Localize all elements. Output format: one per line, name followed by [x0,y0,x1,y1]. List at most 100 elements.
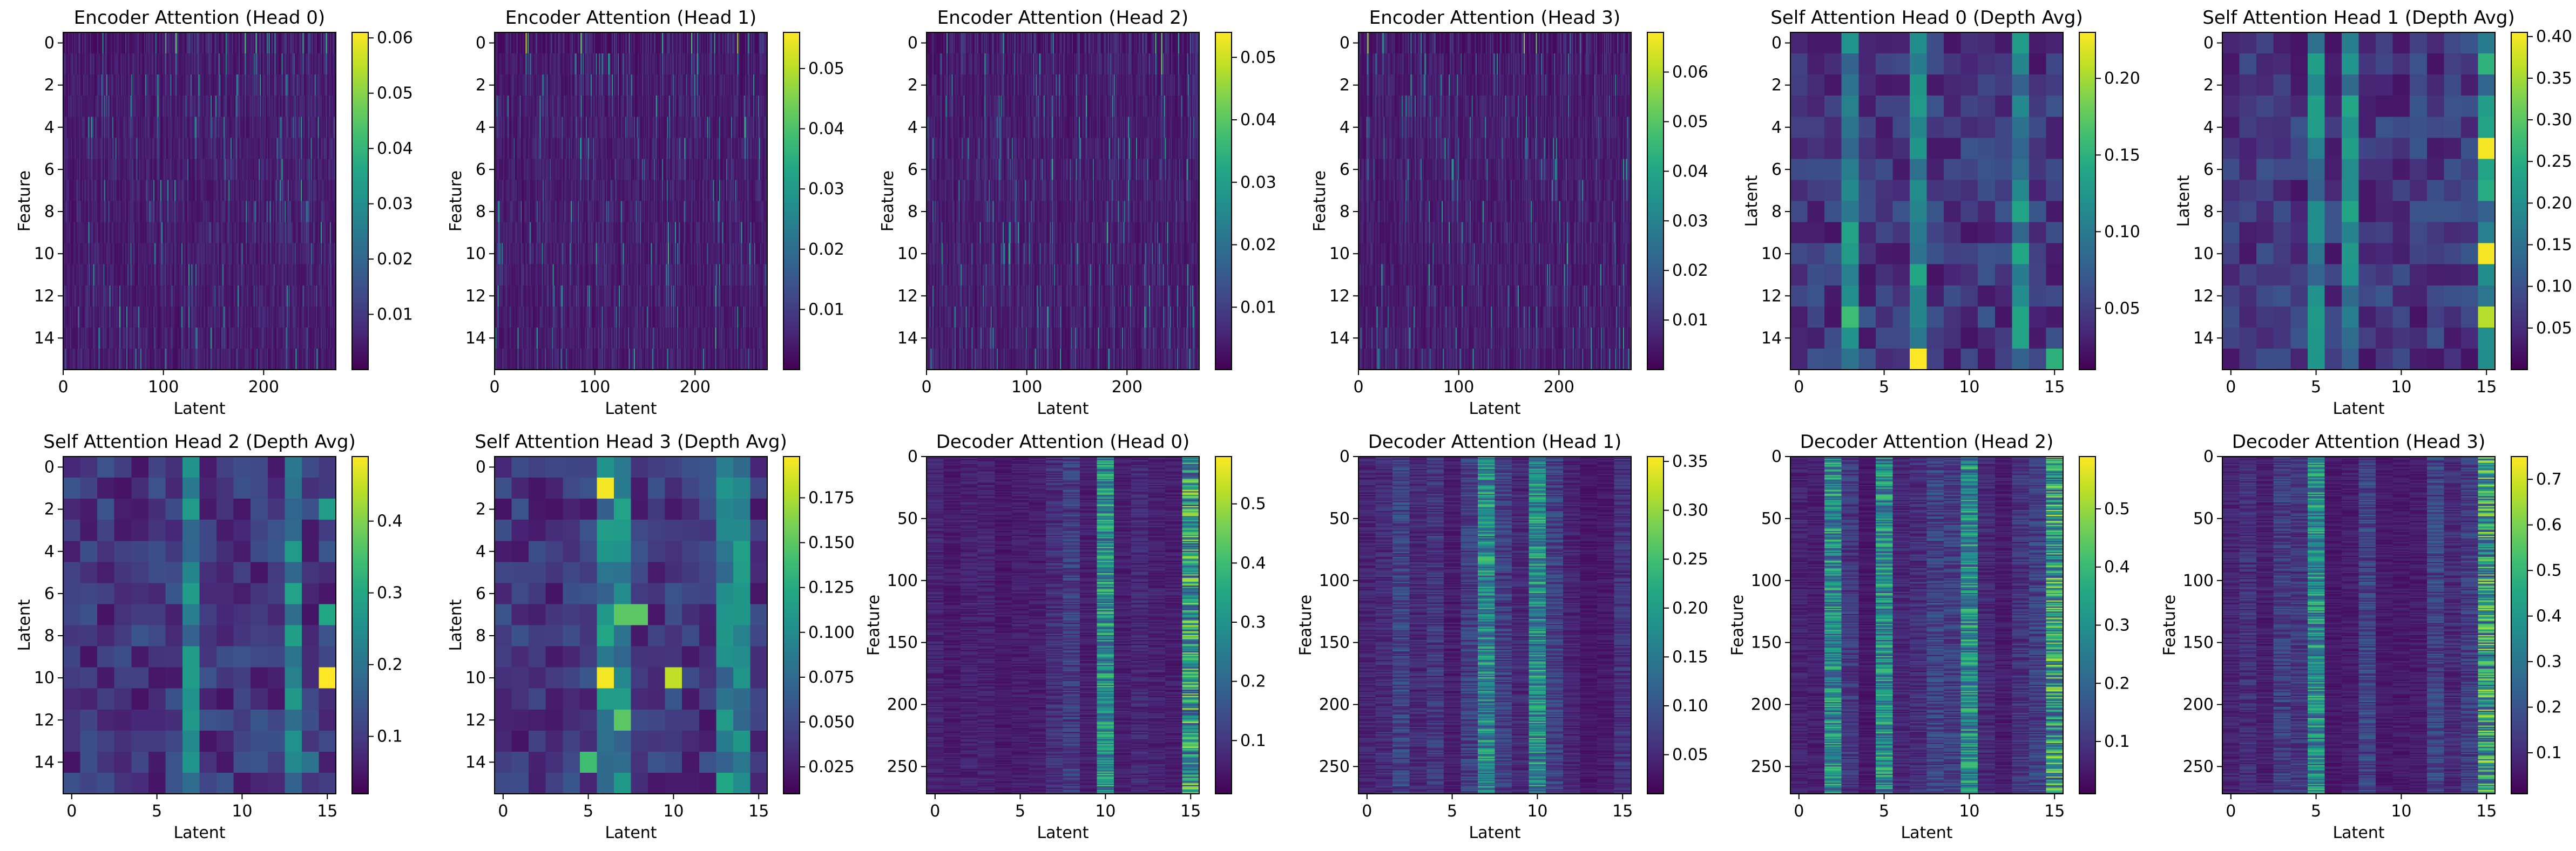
colorbar-tick-label: 0.20 [2536,194,2572,213]
chart-title: Decoder Attention (Head 1) [1368,431,1621,453]
y-tick-label: 8 [476,627,486,645]
colorbar [2079,456,2096,794]
y-tick-label: 6 [476,584,486,603]
heatmap-panel-10: Decoder Attention (Head 2)0 5 10 1505010015… [1728,431,2130,842]
heatmap-cells [495,32,767,370]
plot-frame [1358,32,1632,370]
colorbar [1215,456,1232,794]
y-tick-label: 150 [1319,634,1350,652]
x-tick-label: 15 [2044,802,2065,821]
y-tick-label: 10 [1761,244,1782,263]
y-axis-label: Feature [878,171,897,232]
x-tick-label: 200 [1112,378,1142,397]
x-tick-label: 5 [1015,802,1025,821]
heatmap-panel-1: Encoder Attention (Head 1) 0 100 200 0 2 4 6 8 10… [447,7,844,418]
y-tick-label: 200 [2183,696,2214,714]
chart-title: Encoder Attention (Head 0) [74,7,325,29]
x-axis-label: Latent [173,399,225,418]
heatmap-panel-5: Self Attention Head 1 (Depth Avg) 0 5 10 15 0… [2174,7,2572,418]
heatmap-cells [1358,32,1631,370]
colorbar-tick-label: 0.06 [377,29,413,47]
y-tick-label: 10 [897,244,918,263]
y-axis-label: Latent [447,599,465,651]
x-tick-label: 15 [1612,802,1633,821]
y-tick-label: 10 [1329,244,1350,263]
plot-frame [2222,32,2496,370]
x-axis-label: Latent [605,399,657,418]
x-tick-label: 0 [1794,802,1804,821]
colorbar [783,456,800,794]
colorbar-tick-label: 0.15 [2536,236,2572,255]
heatmap-cells [927,32,1199,370]
colorbar-tick-label: 0.2 [2104,674,2130,693]
colorbar-tick-label: 0.30 [1672,501,1708,520]
y-tick-label: 6 [476,160,486,179]
colorbar-tick-label: 0.03 [1240,173,1276,192]
plot-frame [494,32,768,370]
colorbar-tick-label: 0.04 [1240,111,1276,130]
colorbar-tick-label: 0.2 [2536,698,2562,717]
x-axis-label: Latent [1469,399,1520,418]
x-tick-label: 200 [1544,378,1574,397]
colorbar-tick-label: 0.4 [2536,607,2562,626]
x-tick-label: 10 [1095,802,1115,821]
heatmap-cells [63,32,336,370]
y-tick-label: 8 [1340,202,1350,221]
colorbar-tick-label: 0.05 [1672,112,1708,131]
colorbar-tick-label: 0.35 [1672,452,1708,471]
y-tick-label: 2 [2203,76,2214,95]
y-tick-label: 100 [1319,571,1350,590]
heatmap-panel-0: Encoder Attention (Head 0) 0 100 200 0 2 4 6 8 10… [15,7,413,418]
x-tick-label: 10 [232,802,252,821]
colorbar-tick-label: 0.3 [2104,616,2130,635]
colorbar-tick-label: 0.3 [1240,613,1266,632]
y-tick-label: 10 [465,669,486,687]
y-tick-label: 4 [44,118,55,137]
x-tick-label: 15 [317,802,337,821]
x-tick-label: 10 [2391,378,2411,397]
colorbar-tick-label: 0.175 [808,488,855,507]
colorbar [351,32,369,370]
plot-frame [1790,456,2064,794]
x-tick-label: 5 [152,802,162,821]
heatmap-panel-7: Self Attention Head 3 (Depth Avg) 0 5 10 15 0… [447,431,855,842]
x-axis-label: Latent [1901,823,1952,842]
y-tick-label: 150 [2183,634,2214,652]
colorbar [2511,32,2528,370]
plot-frame [63,456,336,794]
y-tick-label: 2 [1340,76,1350,95]
heatmap-cells [1790,32,2063,370]
colorbar-tick-label: 0.150 [808,534,855,553]
colorbar-tick-label: 0.10 [2104,222,2140,241]
heatmap-cells [495,457,767,794]
y-axis-label: Feature [1296,595,1315,656]
plot-frame [63,32,336,370]
colorbar-tick-label: 0.6 [2536,516,2562,535]
y-tick-label: 0 [476,458,486,477]
y-tick-label: 6 [1340,160,1350,179]
y-axis-label: Feature [2160,595,2179,656]
colorbar-tick-label: 0.4 [2104,558,2130,577]
y-axis-label: Feature [1728,595,1747,656]
x-tick-label: 0 [489,378,499,397]
x-tick-label: 0 [921,378,931,397]
heatmap-panel-9: Decoder Attention (Head 1)0 5 10 1505010015… [1296,431,1708,842]
x-axis-label: Latent [2332,399,2384,418]
x-tick-label: 0 [1353,378,1363,397]
y-tick-label: 0 [44,458,55,477]
y-tick-label: 200 [1319,696,1350,714]
x-tick-label: 15 [2044,378,2065,397]
colorbar-tick-label: 0.06 [1672,63,1708,82]
y-tick-label: 10 [2193,244,2214,263]
y-axis-label: Latent [2174,175,2193,227]
heatmap-panel-8: Decoder Attention (Head 0)0 5 10 1505010015… [864,431,1266,842]
x-axis-label: Latent [1037,823,1088,842]
colorbar-tick-label: 0.03 [377,195,413,214]
chart-title: Decoder Attention (Head 3) [2232,431,2485,453]
colorbar-tick-label: 0.050 [808,713,855,732]
y-tick-label: 150 [1751,634,1782,652]
chart-title: Self Attention Head 2 (Depth Avg) [43,431,355,453]
colorbar-tick-label: 0.30 [2536,111,2572,130]
colorbar-tick-label: 0.075 [808,668,855,687]
